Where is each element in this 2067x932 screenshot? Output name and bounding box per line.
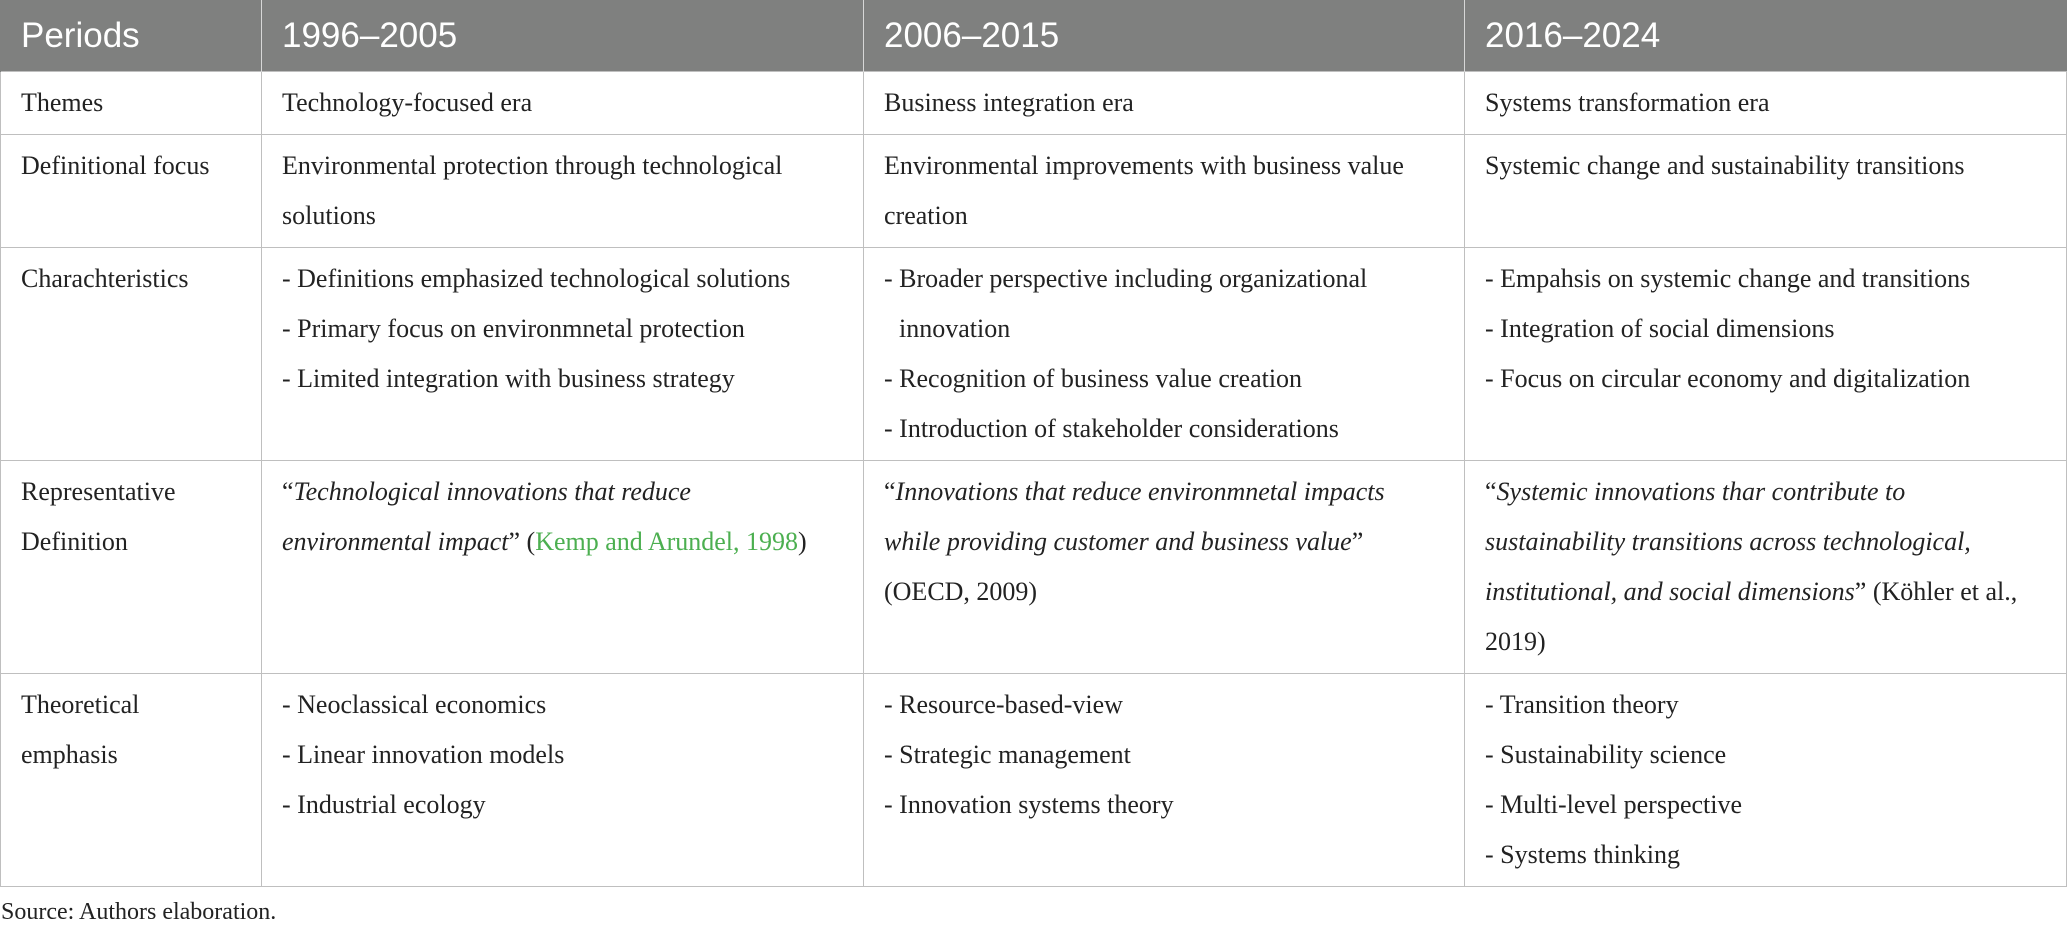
list-item: - Industrial ecology — [282, 790, 486, 819]
text-link: Kemp and Arundel, 1998 — [535, 527, 799, 556]
list-item: - Multi-level perspective — [1485, 790, 1743, 819]
list-item: - Linear innovation models — [282, 740, 565, 769]
table-row: Definitional focus Environmental protecti… — [0, 134, 2067, 248]
text-italic: Technological innovations that reduce en… — [282, 477, 691, 556]
table-row: Themes Technology-focused era Business int… — [0, 71, 2067, 135]
cell: Technology-focused era — [261, 71, 864, 135]
header-cell: 2006–2015 — [863, 0, 1465, 72]
list-item: - Innovation systems theory — [884, 790, 1174, 819]
list-item: - Systems thinking — [1485, 840, 1681, 869]
text: ) — [798, 527, 807, 556]
footnote: Source: Authors elaboration. — [1, 899, 277, 925]
definition: “Systemic innovations thar contribute to… — [1485, 467, 2046, 667]
cell: Systems transformation era — [1464, 71, 2067, 135]
table-head: Periods 1996–2005 2006–2015 2016–2024 — [0, 0, 2067, 72]
cell: “Technological innovations that reduce e… — [261, 460, 864, 674]
row-label: Themes — [0, 71, 262, 135]
cell: “Innovations that reduce environmnetal i… — [863, 460, 1465, 674]
list-item: - Definitions emphasized technological s… — [282, 264, 791, 293]
list-item: - Strategic management — [884, 740, 1131, 769]
table-row: Theoretical emphasis - Neoclassical econo… — [0, 673, 2067, 887]
table-row: Representative Definition “Technological … — [0, 460, 2067, 674]
list-item: - Introduction of stakeholder considerat… — [884, 414, 1339, 443]
table-row: Charachteristics - Definitions emphasized… — [0, 247, 2067, 461]
cell: Environmental protection through technol… — [261, 134, 864, 248]
table-body: Themes Technology-focused era Business int… — [0, 71, 2067, 887]
cell: Business integration era — [863, 71, 1465, 135]
row-label: Charachteristics — [0, 247, 262, 461]
text: “ — [884, 477, 896, 506]
list-item: - Limited integration with business stra… — [282, 364, 735, 393]
text: “ — [1485, 477, 1497, 506]
row-label: Representative Definition — [0, 460, 262, 674]
cell: - Resource-based-view - Strategic managem… — [863, 673, 1465, 887]
cell: - Broader perspective including organiza… — [863, 247, 1465, 461]
cell: “Systemic innovations thar contribute to… — [1464, 460, 2067, 674]
list-item: - Broader perspective including organiza… — [884, 264, 1368, 343]
cell: Environmental improvements with business… — [863, 134, 1465, 248]
list-item: - Neoclassical economics — [282, 690, 547, 719]
row-label: Definitional focus — [0, 134, 262, 248]
text: ” (OECD, 2009) — [884, 527, 1364, 606]
text: “ — [282, 477, 294, 506]
header-cell: 2016–2024 — [1464, 0, 2067, 72]
list-item: - Primary focus on environmnetal protect… — [282, 314, 745, 343]
text-italic: Innovations that reduce environmnetal im… — [884, 477, 1385, 556]
text-italic: Systemic innovations thar contribute to … — [1485, 477, 1971, 606]
header-cell: Periods — [0, 0, 262, 72]
list-item: - Focus on circular economy and digitali… — [1485, 364, 1971, 393]
list-item: - Empahsis on systemic change and transi… — [1485, 264, 1971, 293]
cell: - Neoclassical economics - Linear innovat… — [261, 673, 864, 887]
list-item: - Recognition of business value creation — [884, 364, 1303, 393]
cell: - Transition theory - Sustainability scie… — [1464, 673, 2067, 887]
list-item: - Resource-based-view — [884, 690, 1123, 719]
cell: - Empahsis on systemic change and transi… — [1464, 247, 2067, 461]
header-row: Periods 1996–2005 2006–2015 2016–2024 — [0, 0, 2067, 72]
text: ” (Köhler et al., 2019) — [1485, 577, 2018, 656]
text: ” ( — [508, 527, 536, 556]
row-label: Theoretical emphasis — [0, 673, 262, 887]
list-item: - Transition theory — [1485, 690, 1679, 719]
cell: - Definitions emphasized technological s… — [261, 247, 864, 461]
list-item: - Integration of social dimensions — [1485, 314, 1835, 343]
cell: Systemic change and sustainability trans… — [1464, 134, 2067, 248]
definition: “Technological innovations that reduce e… — [282, 467, 843, 567]
list-item: - Sustainability science — [1485, 740, 1727, 769]
definition: “Innovations that reduce environmnetal i… — [884, 467, 1444, 617]
table: Periods 1996–2005 2006–2015 2016–2024 Theme… — [0, 0, 2067, 887]
header-cell: 1996–2005 — [261, 0, 864, 72]
